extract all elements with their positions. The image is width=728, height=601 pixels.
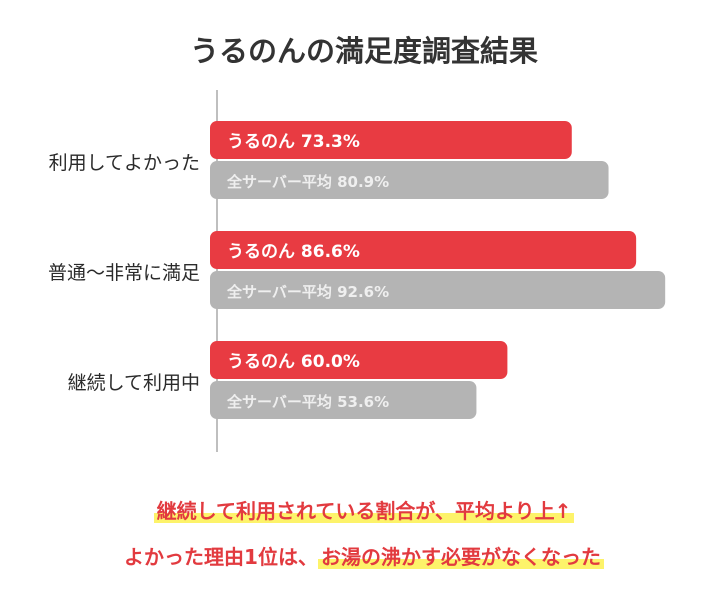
bar-average <box>210 161 609 199</box>
bar-data-label: 全サーバー平均 53.6% <box>226 393 389 411</box>
category-label: 継続して利用中 <box>68 372 200 394</box>
chart-title: うるのんの満足度調査結果 <box>189 34 538 68</box>
bar-urunon <box>210 121 572 159</box>
bar-average <box>210 381 477 419</box>
conclusion-line-1-text: 継続して利用されている割合が、平均より上↑ <box>153 499 575 523</box>
bar-urunon <box>210 231 637 269</box>
conclusion-line-2-prefix: よかった理由1位は、 <box>124 545 318 569</box>
conclusion-line-1: 継続して利用されている割合が、平均より上↑ <box>0 495 728 524</box>
bar-data-label: うるのん 60.0% <box>227 352 360 372</box>
category-label: 利用してよかった <box>49 152 200 174</box>
conclusion-line-2-highlight: お湯の沸かす必要がなくなった <box>317 545 604 569</box>
bar-data-label: うるのん 73.3% <box>227 132 360 152</box>
bar-data-label: 全サーバー平均 92.6% <box>226 283 389 301</box>
category-label: 普通〜非常に満足 <box>48 262 200 284</box>
bar-data-label: うるのん 86.6% <box>227 242 360 262</box>
bar-average <box>210 271 666 309</box>
conclusion-line-2: よかった理由1位は、 お湯の沸かす必要がなくなった <box>0 541 728 570</box>
bar-data-label: 全サーバー平均 80.9% <box>226 173 389 191</box>
bar-urunon <box>210 341 508 379</box>
